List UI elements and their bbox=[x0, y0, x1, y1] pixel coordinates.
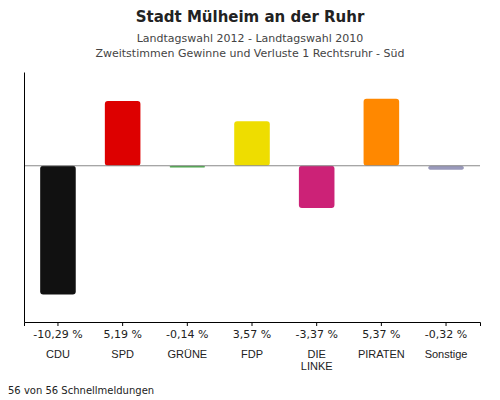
data-labels: -10,29 % 5,19 % -0,14 % 3,57 % -3,37 % 5,37 %… bbox=[33, 328, 467, 341]
x-tick-label: Sonstige bbox=[425, 348, 468, 360]
x-tick: PIRATEN bbox=[358, 322, 405, 360]
data-label: 5,37 % bbox=[362, 328, 400, 341]
x-tick-label: GRÜNE bbox=[167, 348, 207, 360]
x-tick: GRÜNE bbox=[167, 322, 207, 360]
zero-line bbox=[24, 165, 480, 166]
x-tick: Sonstige bbox=[425, 322, 468, 360]
y-axis bbox=[24, 73, 25, 323]
x-tick-mark bbox=[252, 322, 253, 326]
x-tick-label-line: DIE bbox=[308, 348, 326, 360]
data-label: -10,29 % bbox=[33, 328, 82, 341]
x-tick-mark bbox=[122, 322, 123, 326]
bar bbox=[105, 101, 141, 166]
x-tick: DIELINKE bbox=[301, 322, 333, 372]
plot: -10,29 % 5,19 % -0,14 % 3,57 % -3,37 % 5,37 %… bbox=[24, 73, 481, 372]
x-tick-label-line: Sonstige bbox=[425, 348, 468, 360]
subtitle: Zweitstimmen Gewinne und Verluste 1 Rech… bbox=[95, 47, 404, 60]
x-tick-label: SPD bbox=[111, 348, 134, 360]
x-tick-label-line: FDP bbox=[241, 348, 263, 360]
data-label: 3,57 % bbox=[233, 328, 271, 341]
x-tick-mark bbox=[187, 322, 188, 326]
x-tick: CDU bbox=[46, 322, 70, 360]
x-tick-label-line: CDU bbox=[46, 348, 70, 360]
bars bbox=[40, 99, 464, 295]
y-axis-line bbox=[24, 73, 25, 323]
subtitle: Landtagswahl 2012 - Landtagswahl 2010 bbox=[137, 32, 364, 45]
x-tick-mark bbox=[446, 322, 447, 326]
bar bbox=[234, 121, 270, 166]
x-tick: FDP bbox=[241, 322, 263, 360]
x-tick: SPD bbox=[111, 322, 134, 360]
x-tick-label: PIRATEN bbox=[358, 348, 405, 360]
x-tick-label-line: LINKE bbox=[301, 360, 333, 372]
bar bbox=[40, 166, 76, 295]
data-label: -3,37 % bbox=[295, 328, 337, 341]
chart: Stadt Mülheim an der Ruhr Landtagswahl 20… bbox=[0, 0, 500, 400]
x-axis: CDU SPD GRÜNE FDP DIELINKE PIRATEN Sonstige bbox=[25, 322, 481, 372]
data-label: 5,19 % bbox=[103, 328, 141, 341]
data-label: -0,32 % bbox=[425, 328, 467, 341]
bar bbox=[364, 99, 400, 166]
x-tick-label: FDP bbox=[241, 348, 263, 360]
x-tick-label: CDU bbox=[46, 348, 70, 360]
x-axis-line bbox=[25, 323, 481, 327]
x-tick-label-line: GRÜNE bbox=[167, 348, 207, 360]
bar bbox=[428, 166, 464, 170]
data-label: -0,14 % bbox=[166, 328, 208, 341]
x-tick-label-line: PIRATEN bbox=[358, 348, 405, 360]
footer: 56 von 56 Schnellmeldungen bbox=[8, 385, 154, 396]
title: Stadt Mülheim an der Ruhr bbox=[136, 8, 365, 26]
x-tick-label-line: SPD bbox=[111, 348, 134, 360]
x-tick-mark bbox=[57, 322, 58, 326]
x-tick-mark bbox=[316, 322, 317, 326]
x-tick-mark bbox=[381, 322, 382, 326]
bar bbox=[299, 166, 335, 208]
x-tick-label: DIELINKE bbox=[301, 348, 333, 372]
